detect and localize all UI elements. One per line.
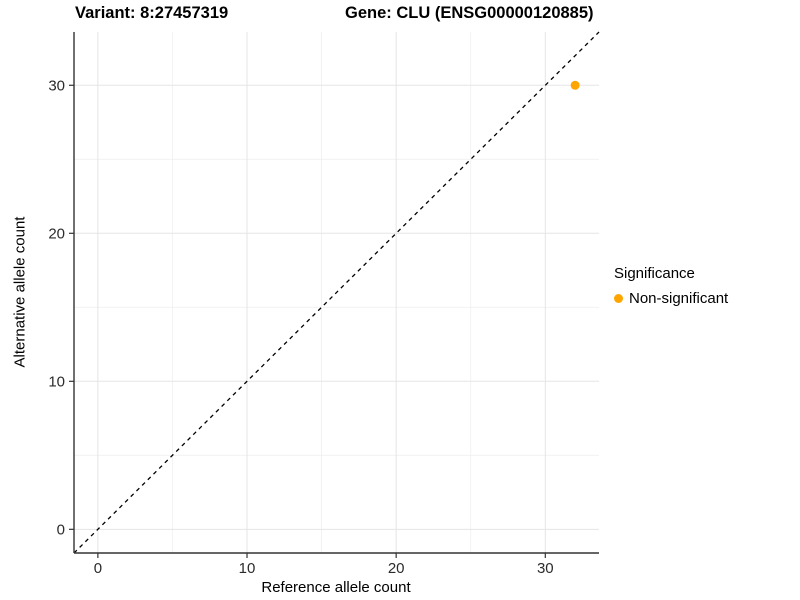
y-tick-label: 20 (48, 225, 65, 242)
x-tick-label: 30 (537, 560, 554, 577)
legend-marker-dot (614, 294, 623, 303)
legend-title: Significance (614, 265, 695, 282)
legend: Significance Non-significant (614, 265, 728, 307)
plot-title-variant: Variant: 8:27457319 (75, 4, 229, 22)
y-tick-label: 30 (48, 77, 65, 94)
legend-item-label: Non-significant (629, 290, 729, 307)
plot-title-gene: Gene: CLU (ENSG00000120885) (345, 4, 594, 22)
x-tick-label: 0 (94, 560, 102, 577)
y-axis-title: Alternative allele count (11, 216, 29, 368)
legend-item: Non-significant (614, 290, 728, 307)
identity-line (73, 31, 600, 554)
x-tick-label: 10 (239, 560, 256, 577)
x-tick-label: 20 (388, 560, 405, 577)
y-tick-label: 10 (48, 373, 65, 390)
data-point (570, 80, 580, 90)
x-axis-title: Reference allele count (261, 579, 411, 596)
y-tick-label: 0 (57, 521, 65, 538)
